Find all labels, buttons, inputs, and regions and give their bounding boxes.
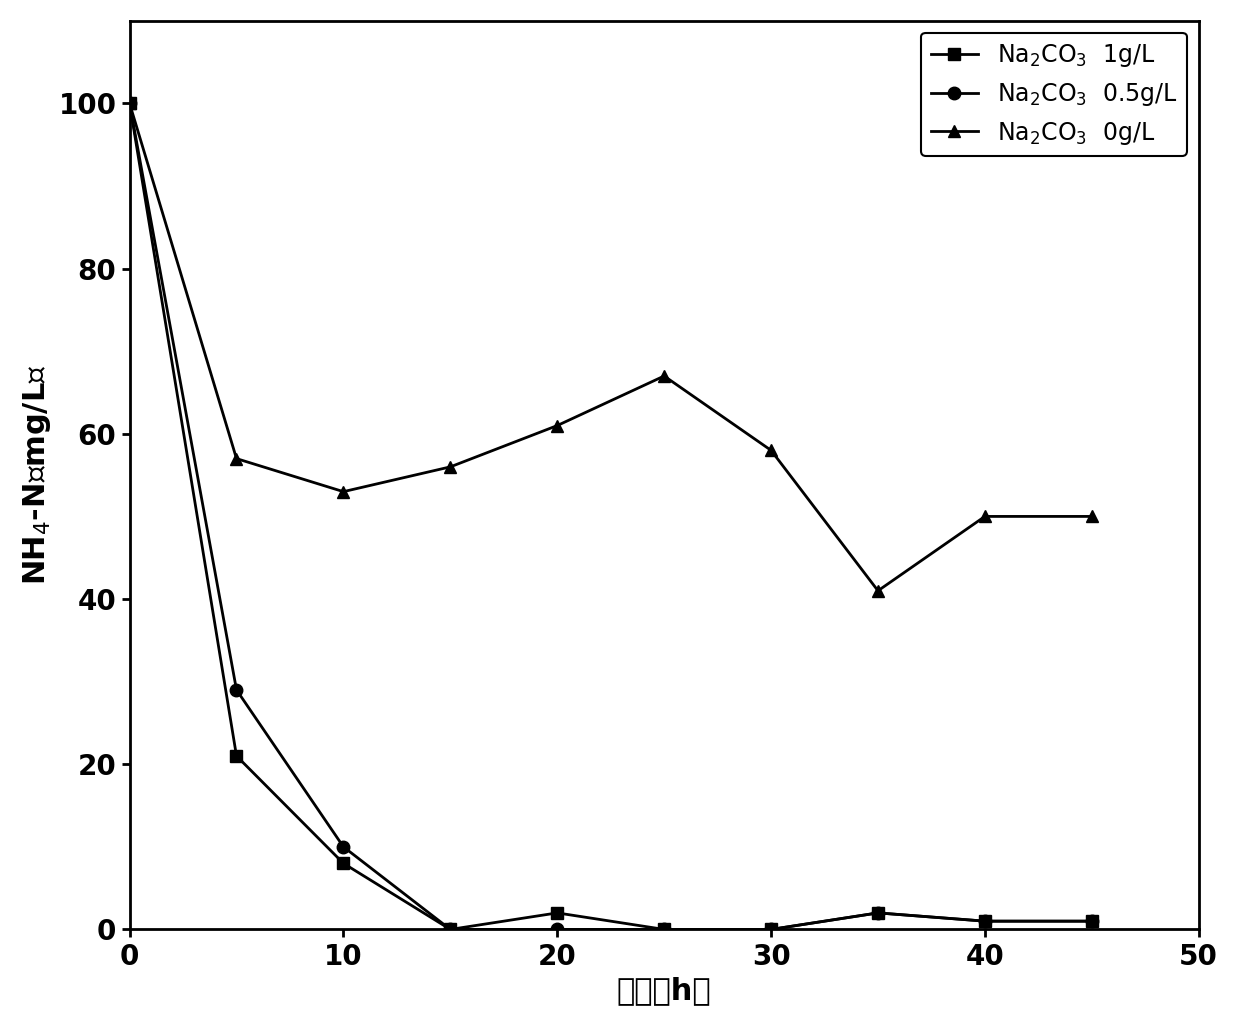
Na$_2$CO$_3$  0g/L: [123, 97, 138, 110]
Na$_2$CO$_3$  1g/L: [123, 97, 138, 110]
Na$_2$CO$_3$  0g/L: [550, 420, 565, 432]
Na$_2$CO$_3$  0.5g/L: [657, 923, 672, 936]
Na$_2$CO$_3$  0g/L: [871, 585, 886, 597]
Na$_2$CO$_3$  0.5g/L: [978, 915, 992, 928]
Line: Na$_2$CO$_3$  0g/L: Na$_2$CO$_3$ 0g/L: [124, 97, 1098, 597]
Na$_2$CO$_3$  0.5g/L: [442, 923, 457, 936]
Na$_2$CO$_3$  1g/L: [229, 750, 244, 762]
Na$_2$CO$_3$  1g/L: [336, 857, 351, 869]
Line: Na$_2$CO$_3$  0.5g/L: Na$_2$CO$_3$ 0.5g/L: [124, 97, 1098, 936]
Na$_2$CO$_3$  1g/L: [657, 923, 672, 936]
Na$_2$CO$_3$  0g/L: [978, 510, 992, 522]
Na$_2$CO$_3$  1g/L: [1084, 915, 1099, 928]
Na$_2$CO$_3$  0.5g/L: [871, 907, 886, 919]
Na$_2$CO$_3$  0g/L: [336, 485, 351, 498]
Na$_2$CO$_3$  0g/L: [442, 461, 457, 473]
Na$_2$CO$_3$  1g/L: [442, 923, 457, 936]
Na$_2$CO$_3$  0.5g/L: [229, 683, 244, 696]
Na$_2$CO$_3$  0.5g/L: [123, 97, 138, 110]
Na$_2$CO$_3$  0.5g/L: [336, 840, 351, 853]
Na$_2$CO$_3$  0g/L: [657, 369, 672, 382]
Y-axis label: NH$_4$-N（mg/L）: NH$_4$-N（mg/L）: [21, 365, 53, 586]
Na$_2$CO$_3$  1g/L: [550, 907, 565, 919]
Na$_2$CO$_3$  0g/L: [1084, 510, 1099, 522]
Na$_2$CO$_3$  0g/L: [229, 452, 244, 465]
Line: Na$_2$CO$_3$  1g/L: Na$_2$CO$_3$ 1g/L: [124, 97, 1098, 936]
Na$_2$CO$_3$  1g/L: [871, 907, 886, 919]
Na$_2$CO$_3$  0.5g/L: [1084, 915, 1099, 928]
Na$_2$CO$_3$  0g/L: [763, 444, 778, 457]
Na$_2$CO$_3$  0.5g/L: [763, 923, 778, 936]
Legend: Na$_2$CO$_3$  1g/L, Na$_2$CO$_3$  0.5g/L, Na$_2$CO$_3$  0g/L: Na$_2$CO$_3$ 1g/L, Na$_2$CO$_3$ 0.5g/L, …: [921, 33, 1187, 156]
Na$_2$CO$_3$  1g/L: [978, 915, 992, 928]
Na$_2$CO$_3$  1g/L: [763, 923, 778, 936]
X-axis label: 时间（h）: 时间（h）: [617, 976, 711, 1005]
Na$_2$CO$_3$  0.5g/L: [550, 923, 565, 936]
